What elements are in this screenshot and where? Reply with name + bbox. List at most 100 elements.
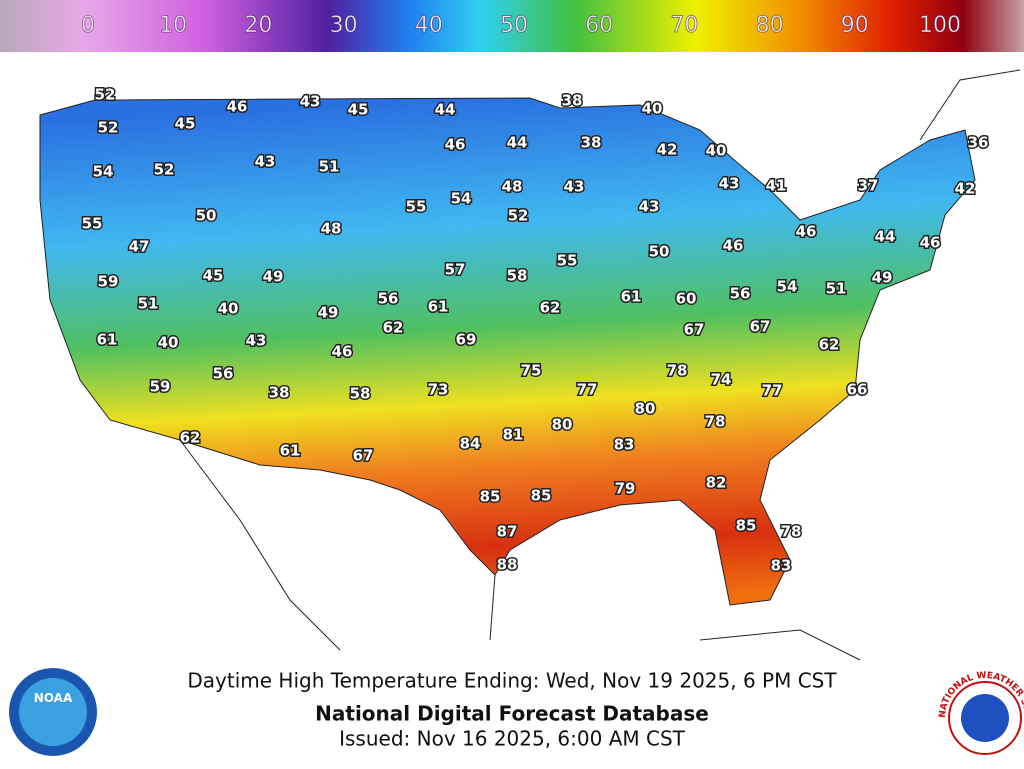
temperature-label: 67: [684, 321, 705, 339]
temperature-label: 40: [218, 300, 239, 318]
temperature-label: 85: [531, 487, 552, 505]
temperature-label: 50: [649, 243, 670, 261]
temperature-label: 43: [639, 198, 660, 216]
temperature-label: 62: [383, 319, 404, 337]
temperature-label: 45: [348, 101, 369, 119]
temperature-label: 44: [875, 228, 896, 246]
temperature-label: 54: [93, 163, 114, 181]
temperature-label: 67: [353, 447, 374, 465]
temperature-label: 69: [456, 331, 477, 349]
temperature-label: 88: [497, 556, 518, 574]
temperature-label: 73: [428, 381, 449, 399]
temperature-label: 46: [332, 343, 353, 361]
temperature-label: 43: [255, 153, 276, 171]
temperature-label: 85: [480, 488, 501, 506]
temperature-label: 67: [750, 318, 771, 336]
temperature-label: 60: [676, 290, 697, 308]
temperature-label: 45: [175, 115, 196, 133]
temperature-label: 78: [705, 413, 726, 431]
temperature-label: 54: [451, 190, 472, 208]
temperature-label: 52: [95, 86, 116, 104]
issued-date: Issued: Nov 16 2025, 6:00 AM CST: [339, 727, 686, 751]
us-map: [39, 97, 976, 606]
temperature-label: 85: [736, 517, 757, 535]
temperature-label: 52: [154, 161, 175, 179]
temperature-label: 59: [150, 378, 171, 396]
scale-label: 10: [159, 13, 187, 38]
temperature-label: 42: [955, 180, 976, 198]
temperature-label: 56: [730, 285, 751, 303]
temperature-label: 62: [180, 429, 201, 447]
color-scale: [0, 0, 1024, 52]
temperature-label: 43: [300, 93, 321, 111]
temperature-label: 81: [503, 426, 524, 444]
temperature-label: 58: [507, 267, 528, 285]
scale-label: 0: [81, 13, 95, 38]
temperature-label: 77: [762, 382, 783, 400]
temperature-label: 51: [138, 295, 159, 313]
temperature-label: 44: [435, 101, 456, 119]
temperature-label: 46: [723, 237, 744, 255]
temperature-label: 49: [872, 269, 893, 287]
temperature-label: 38: [562, 92, 583, 110]
scale-label: 60: [585, 13, 613, 38]
temperature-label: 52: [98, 119, 119, 137]
temperature-label: 44: [507, 134, 528, 152]
coastline: [179, 69, 1021, 661]
temperature-label: 54: [777, 278, 798, 296]
noaa-text: NOAA: [34, 691, 73, 705]
scale-label: 90: [841, 13, 869, 38]
temperature-label: 46: [796, 223, 817, 241]
scale-label: 100: [919, 13, 961, 38]
temperature-label: 62: [819, 336, 840, 354]
temperature-label: 80: [635, 400, 656, 418]
temperature-label: 83: [614, 436, 635, 454]
temperature-label: 52: [508, 207, 529, 225]
temperature-label: 38: [581, 134, 602, 152]
scale-label: 50: [500, 13, 528, 38]
temperature-label: 62: [540, 299, 561, 317]
temperature-label: 80: [552, 416, 573, 434]
temperature-label: 49: [318, 304, 339, 322]
temperature-label: 46: [227, 98, 248, 116]
temperature-label: 61: [97, 331, 118, 349]
temperature-label: 84: [460, 435, 481, 453]
temperature-label: 49: [263, 268, 284, 286]
temperature-label: 61: [280, 442, 301, 460]
temperature-label: 83: [771, 557, 792, 575]
temperature-label: 61: [621, 288, 642, 306]
temperature-label: 59: [98, 273, 119, 291]
temperature-label: 78: [667, 362, 688, 380]
map-title: National Digital Forecast Database: [315, 702, 709, 726]
temperature-label: 40: [642, 100, 663, 118]
temperature-label: 66: [847, 381, 868, 399]
temperature-label: 47: [129, 238, 150, 256]
temperature-label: 43: [719, 175, 740, 193]
temperature-label: 42: [657, 141, 678, 159]
temperature-label: 75: [521, 362, 542, 380]
temperature-label: 36: [968, 134, 989, 152]
scale-label: 80: [756, 13, 784, 38]
temperature-label: 51: [319, 158, 340, 176]
temperature-label: 55: [82, 215, 103, 233]
temperature-label: 41: [766, 177, 787, 195]
temperature-label: 78: [781, 523, 802, 541]
temperature-label: 55: [557, 252, 578, 270]
temperature-label: 43: [246, 332, 267, 350]
temperature-label: 82: [706, 474, 727, 492]
temperature-label: 56: [378, 290, 399, 308]
temperature-label: 40: [706, 142, 727, 160]
scale-label: 40: [415, 13, 443, 38]
scale-label: 20: [244, 13, 272, 38]
temperature-label: 87: [497, 523, 518, 541]
temperature-label: 46: [920, 234, 941, 252]
temperature-label: 46: [445, 136, 466, 154]
temperature-label: 51: [826, 280, 847, 298]
temperature-label: 37: [858, 177, 879, 195]
temperature-label: 77: [577, 381, 598, 399]
temperature-label: 48: [321, 220, 342, 238]
temperature-label: 61: [428, 298, 449, 316]
temperature-label: 43: [564, 178, 585, 196]
map-subtitle: Daytime High Temperature Ending: Wed, No…: [187, 669, 837, 693]
